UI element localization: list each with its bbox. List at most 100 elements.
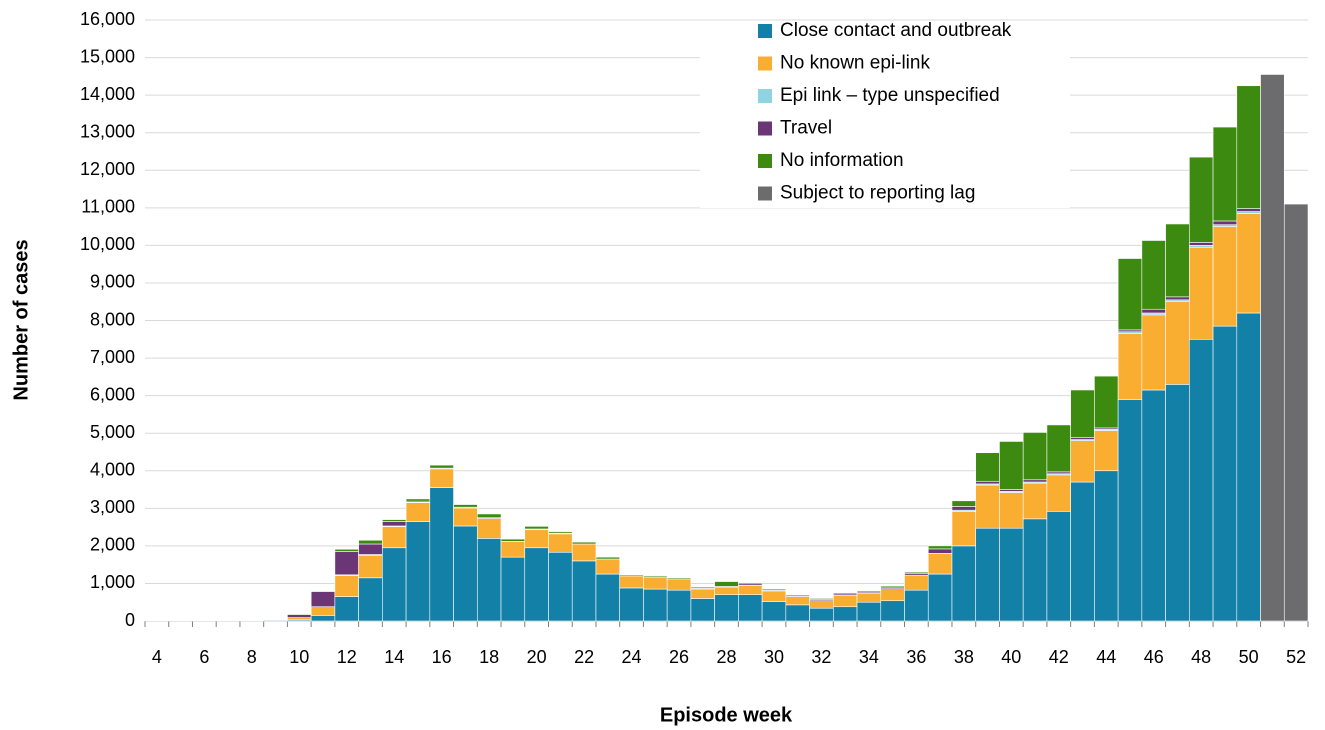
bar-segment xyxy=(476,513,502,519)
bar-segment xyxy=(927,553,953,575)
x-tick-label: 4 xyxy=(152,647,162,667)
bar-segment xyxy=(453,525,478,622)
bar-segment xyxy=(927,545,953,550)
y-tick-label: 7,000 xyxy=(90,347,135,367)
bar-segment xyxy=(500,538,526,542)
bar-segment xyxy=(833,592,858,595)
bar-segment xyxy=(287,613,312,615)
bar-segment xyxy=(690,598,715,622)
labels: 0 1,000 2,000 3,000 4,000 5,000 6,000 7,000 8,00… xyxy=(80,9,1306,667)
legend-label: Subject to reporting lag xyxy=(780,183,975,204)
x-tick-label: 12 xyxy=(337,647,357,667)
legend-label: No information xyxy=(780,150,904,171)
bar-segment xyxy=(643,575,668,578)
bar-segment xyxy=(1022,518,1048,622)
bar-segment xyxy=(833,595,858,608)
bar-segment xyxy=(619,574,644,577)
bar-segment xyxy=(595,556,620,560)
bar-segment xyxy=(714,594,739,622)
bar-segment xyxy=(310,615,336,622)
y-tick-label: 5,000 xyxy=(90,422,135,442)
bar-segment xyxy=(1141,240,1166,310)
bar-segment xyxy=(524,529,549,549)
bar-segment xyxy=(429,464,454,469)
y-tick-label: 14,000 xyxy=(80,84,135,104)
bar-segment xyxy=(619,587,644,622)
bar-segment xyxy=(1189,242,1214,246)
bar-segment xyxy=(548,533,573,553)
bar-segment xyxy=(1070,481,1095,622)
bar-segment xyxy=(785,596,810,606)
legend-label: Travel xyxy=(780,118,832,139)
bar-segment xyxy=(1094,470,1119,622)
bar-segment xyxy=(666,589,692,622)
bar-segment xyxy=(951,545,977,622)
bar-segment xyxy=(1212,325,1238,622)
bar-segment xyxy=(761,590,787,602)
bar-segment xyxy=(738,594,763,622)
bar-segment xyxy=(263,619,288,622)
y-tick-label: 10,000 xyxy=(80,234,135,254)
bar-segment xyxy=(999,441,1024,490)
bar-segment xyxy=(690,588,715,599)
bar-segment xyxy=(1046,474,1071,512)
x-tick-label: 28 xyxy=(716,647,736,667)
y-tick-label: 13,000 xyxy=(80,121,135,141)
x-tick-label: 32 xyxy=(811,647,831,667)
x-tick-label: 48 xyxy=(1191,647,1211,667)
x-tick-label: 40 xyxy=(1001,647,1021,667)
bar-segment xyxy=(310,590,336,593)
bar-segment xyxy=(595,573,620,622)
bar-segment xyxy=(1070,389,1095,438)
legend-background xyxy=(700,22,1070,208)
bar-segment xyxy=(1141,389,1166,622)
x-tick-label: 52 xyxy=(1286,647,1306,667)
bar-segment xyxy=(334,548,359,552)
legend-label: Epi link – type unspecified xyxy=(780,85,1000,106)
bar-segment xyxy=(548,551,573,622)
bar-segment xyxy=(714,586,739,596)
bar-segment xyxy=(975,480,1000,485)
bar-segment xyxy=(1117,258,1143,331)
bar-segment xyxy=(809,607,834,622)
bar-segment xyxy=(1212,126,1238,222)
bar-segment xyxy=(382,519,407,522)
bar-segment xyxy=(310,606,336,616)
bar-segment xyxy=(690,586,715,589)
bar-segment xyxy=(809,598,834,600)
bar-segment xyxy=(856,592,882,603)
x-tick-label: 18 xyxy=(479,647,499,667)
x-tick-label: 8 xyxy=(247,647,257,667)
bar-segment xyxy=(1070,440,1095,483)
bar-segment xyxy=(571,543,597,562)
bar-segment xyxy=(476,538,502,622)
bar-segment xyxy=(1189,338,1214,622)
legend-label: No known epi-link xyxy=(780,53,930,74)
x-tick-label: 46 xyxy=(1144,647,1164,667)
bar-segment xyxy=(785,604,810,622)
bar-segment xyxy=(1283,203,1309,622)
bar-segment xyxy=(453,507,478,527)
y-axis-title: Number of cases xyxy=(10,239,32,400)
x-tick-label: 42 xyxy=(1049,647,1069,667)
bar-segment xyxy=(833,606,858,622)
bar-segment xyxy=(524,547,549,622)
y-tick-label: 0 xyxy=(125,610,135,630)
x-tick-label: 26 xyxy=(669,647,689,667)
bar-segment xyxy=(1141,308,1166,314)
bar-segment xyxy=(310,591,336,608)
bar-segment xyxy=(904,589,929,622)
bar-segment xyxy=(358,543,383,555)
bar-segment xyxy=(500,556,526,622)
bar-segment xyxy=(382,521,407,527)
bar-segment xyxy=(1117,399,1143,622)
bar-segment xyxy=(405,498,431,502)
bar-segment xyxy=(927,573,953,622)
y-tick-label: 12,000 xyxy=(80,159,135,179)
bar-segment xyxy=(453,504,478,508)
bar-segment xyxy=(975,527,1000,622)
legend-swatch xyxy=(758,24,772,38)
bar-segment xyxy=(1022,479,1048,483)
bar-segment xyxy=(619,575,644,589)
